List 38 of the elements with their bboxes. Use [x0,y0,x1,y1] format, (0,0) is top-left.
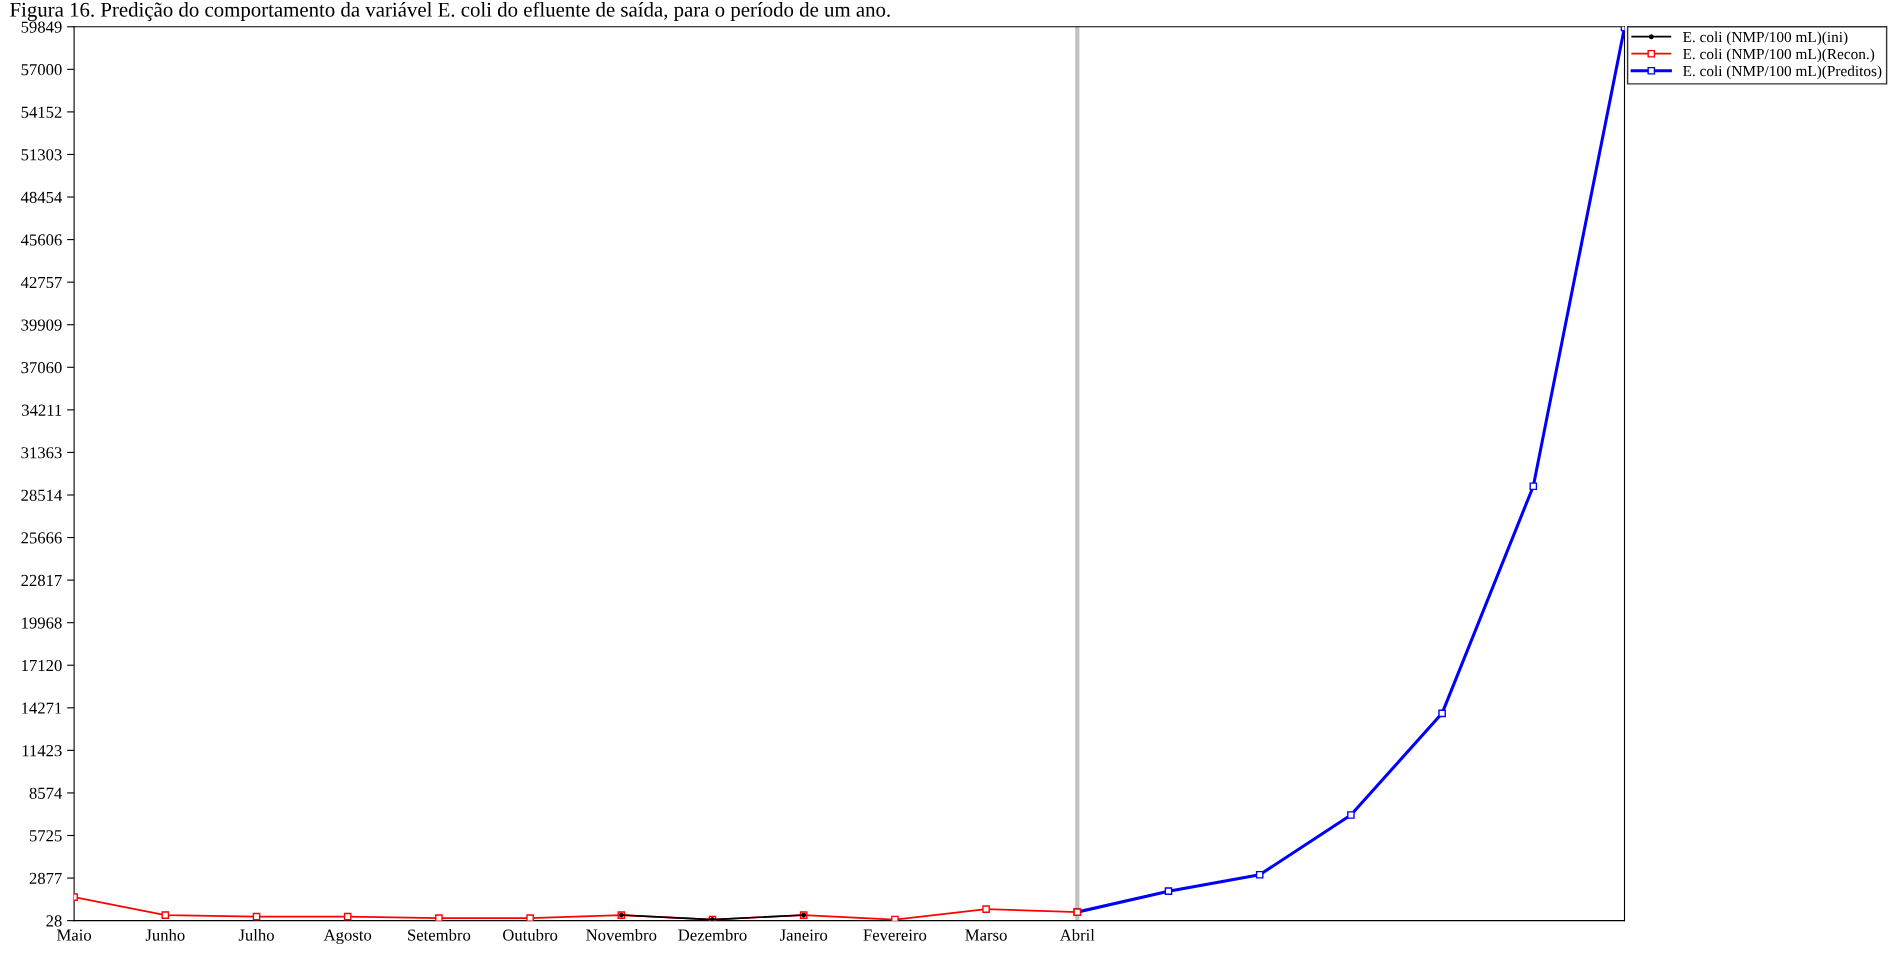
legend-label: E. coli (NMP/100 mL)(Recon.) [1683,48,1875,63]
y-tick-label: 19968 [22,617,62,629]
y-tick-label: 2877 [29,872,62,884]
y-tick-label: 22817 [21,574,62,587]
x-tick-label: Maio [56,929,92,941]
y-tick-label: 28 [46,915,62,927]
y-tick-label: 42757 [20,276,62,289]
x-tick-label: Dezembro [678,928,747,941]
x-tick-label: Marso [965,929,1007,941]
x-tick-label: Janeiro [779,929,828,941]
y-tick-label: 31363 [21,447,62,459]
y-tick-label: 48454 [20,191,63,203]
y-tick-label: 34211 [22,404,62,416]
y-tick-label: 51303 [21,149,62,161]
x-tick-label: Outubro [503,928,558,941]
x-tick-label: Agosto [323,929,372,945]
x-tick-label: Junho [145,928,185,941]
y-tick-label: 14271 [22,702,62,714]
y-tick-label: 39909 [21,319,62,331]
y-tick-label: 28514 [21,489,63,501]
y-tick-label: 37060 [21,361,62,374]
x-tick-label: Fevereiro [863,929,927,941]
x-tick-label: Julho [238,928,274,941]
chart-title: Figura 16. Predição do comportamento da variável E. coli do efluente de saída, para o período de um ano. [10,1,890,22]
y-tick-label: 57000 [21,64,62,76]
y-tick-label: 45606 [20,234,62,246]
y-tick-label: 54152 [21,106,62,118]
x-tick-label: Setembro [408,928,471,941]
y-tick-label: 5725 [29,830,62,842]
y-tick-label: 8574 [29,787,63,799]
y-tick-label: 59849 [21,21,62,33]
y-tick-label: 11423 [22,745,62,757]
y-tick-label: 25666 [21,532,62,544]
x-tick-label: Novembro [586,928,657,941]
y-tick-label: 17120 [22,659,62,672]
x-tick-label: Abril [1059,928,1095,941]
legend-label: E. coli (NMP/100 mL)(ini) [1683,31,1848,46]
legend-label: E. coli (NMP/100 mL)(Preditos) [1683,65,1882,80]
